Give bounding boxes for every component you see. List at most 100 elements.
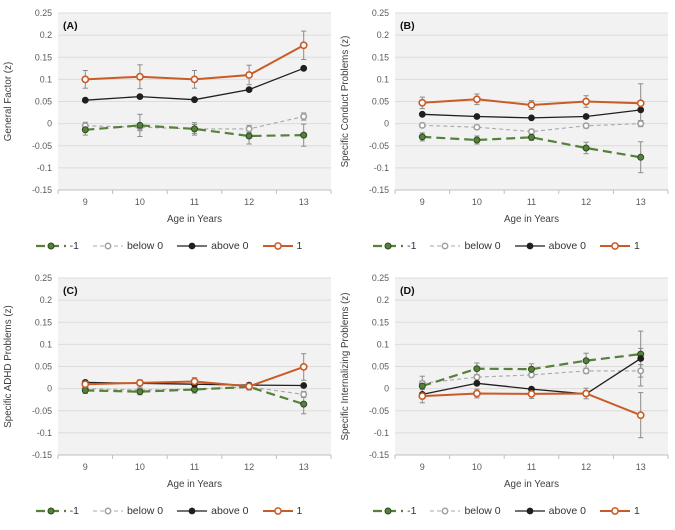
- series-line--1: [85, 124, 304, 138]
- data-point-marker: [418, 382, 426, 390]
- series-line--1: [422, 135, 641, 159]
- legend-item-below-0: below 0: [429, 240, 501, 252]
- x-tick-label: 9: [420, 197, 425, 207]
- legend-label: below 0: [464, 240, 501, 252]
- data-point-marker: [473, 379, 481, 387]
- series-line-below-0: [85, 386, 304, 395]
- legend-label: 1: [634, 240, 640, 252]
- x-tick-label: 13: [299, 197, 309, 207]
- y-tick-label: 0.25: [372, 8, 389, 18]
- legend-label: above 0: [548, 505, 587, 517]
- x-tick-label: 11: [190, 462, 199, 472]
- legend-label: below 0: [126, 505, 164, 517]
- data-point-marker: [418, 392, 427, 400]
- data-point-marker: [418, 98, 427, 107]
- y-tick-label: -0.1: [37, 428, 52, 438]
- y-axis-title: Specific Conduct Problems (z): [340, 36, 351, 168]
- data-point-marker: [528, 114, 535, 122]
- y-tick-label: 0.1: [40, 74, 52, 84]
- chart-svg: 0.25 0.2 0.15 0.1 0.05 0 -0.05 -0.1 -0.15 9 10 11 12…: [3, 273, 332, 490]
- x-tick-label: 10: [472, 462, 482, 472]
- y-tick-label: 0.1: [40, 339, 52, 349]
- x-tick-label: 11: [527, 462, 536, 472]
- legend-item-above-0: above 0: [176, 505, 249, 517]
- data-point-marker: [190, 75, 199, 84]
- panel-label: (A): [63, 20, 78, 32]
- legend-item-1: 1: [599, 240, 640, 252]
- legend-item-1: 1: [599, 505, 640, 517]
- data-point-marker: [245, 382, 253, 391]
- data-point-marker: [81, 126, 89, 134]
- y-tick-label: -0.15: [32, 450, 52, 460]
- legend-key-icon: [373, 507, 404, 515]
- chart-panel-a: 0.25 0.2 0.15 0.1 0.05 0 -0.05 -0.1 -0.15 9 10 11 12…: [0, 0, 337, 265]
- y-tick-label: -0.05: [32, 141, 52, 151]
- data-point-marker: [637, 120, 645, 128]
- data-point-marker: [300, 113, 308, 121]
- y-tick-label: 0.25: [35, 8, 52, 18]
- legend-label: above 0: [548, 240, 587, 252]
- legend-item--1: -1: [35, 240, 79, 252]
- chart-svg: 0.25 0.2 0.15 0.1 0.05 0 -0.05 -0.1 -0.15 9 10 11 12…: [340, 273, 669, 490]
- data-point-marker: [81, 380, 90, 389]
- x-tick-label: 11: [190, 197, 199, 207]
- data-point-marker: [81, 386, 89, 394]
- x-tick-label: 9: [83, 197, 88, 207]
- y-tick-label: -0.15: [32, 185, 52, 195]
- chart-svg-wrap: 0.25 0.2 0.15 0.1 0.05 0 -0.05 -0.1 -0.15 9 10 11 12…: [0, 0, 337, 229]
- data-point-marker: [418, 133, 426, 141]
- data-point-marker: [136, 121, 144, 129]
- data-point-marker: [637, 153, 645, 161]
- panel-label: (D): [400, 285, 415, 297]
- legend-key-icon: [430, 507, 461, 515]
- legend-key-icon: [177, 242, 208, 250]
- y-tick-label: -0.05: [32, 406, 52, 416]
- legend-key-icon: [600, 242, 631, 250]
- data-point-marker: [473, 365, 481, 373]
- data-point-marker: [528, 128, 536, 136]
- data-point-marker: [300, 382, 308, 389]
- legend-item-above-0: above 0: [514, 505, 586, 517]
- data-point-marker: [300, 64, 308, 72]
- legend-item-below-0: below 0: [429, 505, 501, 517]
- data-point-marker: [136, 93, 144, 100]
- legend-key-icon: [514, 507, 545, 515]
- y-tick-label: 0.05: [35, 362, 52, 372]
- y-tick-label: 0.15: [35, 52, 52, 62]
- data-point-marker: [528, 365, 535, 373]
- data-point-marker: [191, 125, 198, 133]
- y-tick-label: -0.05: [369, 141, 389, 151]
- data-point-marker: [473, 113, 481, 120]
- data-point-marker: [245, 86, 253, 93]
- series-line-below-0: [422, 370, 641, 384]
- x-axis-title: Age in Years: [504, 479, 559, 490]
- data-point-marker: [637, 355, 645, 362]
- data-point-marker: [473, 123, 481, 131]
- data-point-marker: [300, 131, 308, 139]
- y-tick-label: 0.15: [372, 317, 389, 327]
- x-tick-label: 10: [135, 462, 145, 472]
- data-point-marker: [418, 121, 426, 129]
- data-point-marker: [527, 101, 536, 109]
- y-tick-label: -0.15: [369, 185, 389, 195]
- y-tick-label: 0.2: [40, 295, 52, 305]
- chart-svg-wrap: 0.25 0.2 0.15 0.1 0.05 0 -0.05 -0.1 -0.15 9 10 11 12…: [337, 0, 675, 229]
- data-point-marker: [300, 390, 308, 398]
- legend-label: 1: [296, 240, 303, 252]
- data-point-marker: [527, 389, 536, 398]
- legend-item-above-0: above 0: [514, 240, 586, 252]
- data-point-marker: [582, 122, 590, 130]
- y-tick-label: 0: [47, 119, 52, 129]
- data-point-marker: [472, 95, 481, 104]
- data-point-marker: [300, 400, 308, 408]
- x-tick-label: 12: [244, 462, 254, 472]
- legend-key-icon: [92, 507, 123, 515]
- data-point-marker: [582, 357, 590, 365]
- legend-key-icon: [92, 242, 123, 250]
- data-point-marker: [299, 363, 308, 371]
- legend-label: above 0: [211, 505, 249, 517]
- data-point-marker: [636, 411, 645, 420]
- legend-key-icon: [514, 242, 545, 250]
- data-point-marker: [299, 41, 308, 50]
